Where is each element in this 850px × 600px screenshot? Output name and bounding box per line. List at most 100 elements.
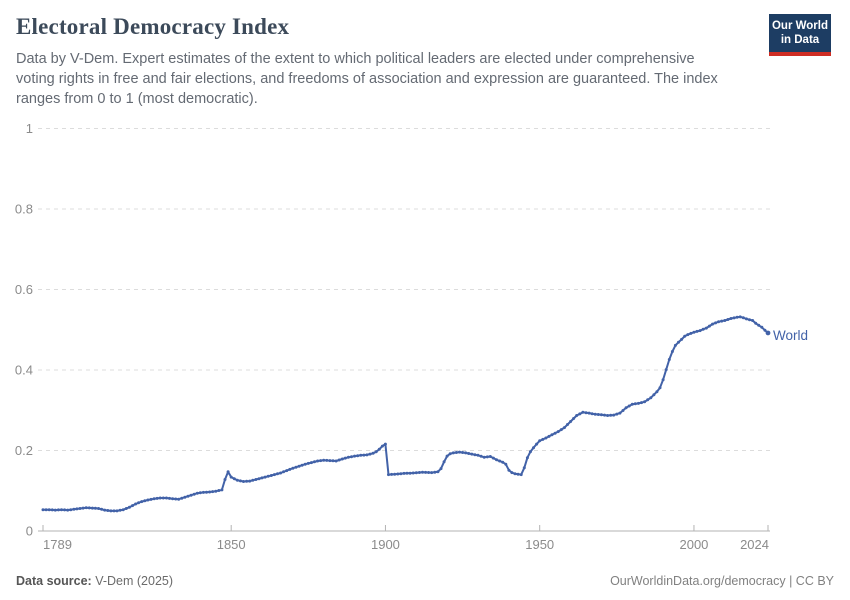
world-end-dot xyxy=(765,330,771,336)
data-point xyxy=(90,506,94,510)
data-point xyxy=(751,319,755,322)
data-point xyxy=(707,324,711,328)
data-point xyxy=(495,458,498,462)
data-point xyxy=(683,334,687,338)
data-point xyxy=(294,465,298,469)
data-point xyxy=(504,462,508,466)
data-point xyxy=(362,453,366,457)
data-point xyxy=(763,328,767,332)
data-point xyxy=(414,471,418,475)
data-point xyxy=(421,470,424,474)
data-point xyxy=(100,507,104,511)
data-point xyxy=(223,478,227,481)
data-point xyxy=(569,420,573,423)
page-title: Electoral Democracy Index xyxy=(16,14,290,39)
data-point xyxy=(47,508,51,512)
data-point xyxy=(248,479,252,483)
data-point xyxy=(550,433,554,437)
data-point xyxy=(282,470,286,474)
data-point xyxy=(180,496,184,500)
data-point xyxy=(316,459,320,463)
footer-credit-link[interactable]: OurWorldinData.org/democracy | CC BY xyxy=(610,574,834,588)
data-point xyxy=(152,497,156,501)
data-point xyxy=(346,455,350,459)
data-point xyxy=(717,320,721,324)
owid-logo[interactable]: Our World in Data xyxy=(769,14,831,56)
data-point xyxy=(306,461,310,465)
data-point xyxy=(544,436,548,440)
data-point xyxy=(633,402,637,406)
data-point xyxy=(334,459,338,463)
data-point xyxy=(643,400,647,404)
data-point xyxy=(103,508,107,512)
data-point xyxy=(473,453,477,457)
data-point xyxy=(609,413,613,417)
data-point xyxy=(667,358,671,361)
data-point xyxy=(214,489,218,493)
data-point xyxy=(69,508,73,512)
data-point xyxy=(183,495,187,499)
data-point xyxy=(516,472,520,476)
data-point xyxy=(714,321,718,325)
data-point xyxy=(519,473,523,477)
data-point xyxy=(232,477,236,481)
data-point xyxy=(698,329,702,333)
data-point xyxy=(760,325,764,329)
data-point xyxy=(501,460,505,464)
data-point xyxy=(137,501,141,505)
data-point xyxy=(322,458,326,462)
data-point xyxy=(584,411,588,415)
data-point xyxy=(575,414,579,417)
data-point xyxy=(566,423,569,426)
data-point xyxy=(695,329,699,333)
data-point xyxy=(192,492,196,496)
x-tick-label: 1850 xyxy=(217,537,246,552)
data-point xyxy=(319,459,323,463)
data-point xyxy=(97,507,100,510)
data-point xyxy=(735,315,739,319)
data-point xyxy=(658,386,662,390)
data-point xyxy=(75,507,79,511)
data-point xyxy=(374,450,378,454)
data-point xyxy=(720,319,724,323)
data-point xyxy=(572,417,576,420)
data-point xyxy=(603,413,606,417)
data-point xyxy=(615,412,619,416)
chart-header: Electoral Democracy Index Data by V-Dem.… xyxy=(16,14,756,109)
data-point xyxy=(532,446,535,450)
data-point xyxy=(257,477,261,481)
data-point xyxy=(387,473,390,477)
data-point xyxy=(377,447,381,451)
data-source-label: Data source: xyxy=(16,574,92,588)
data-point xyxy=(630,402,634,406)
data-point xyxy=(476,453,480,457)
data-point xyxy=(263,475,267,479)
data-point xyxy=(303,462,307,466)
data-point xyxy=(538,439,542,443)
data-point xyxy=(285,469,289,473)
data-point xyxy=(291,466,295,470)
data-point xyxy=(195,491,199,495)
series-label-world[interactable]: World xyxy=(773,328,808,343)
data-point xyxy=(365,453,369,457)
y-tick-label: 0.4 xyxy=(15,363,33,378)
y-tick-label: 0 xyxy=(26,524,33,539)
data-point xyxy=(393,472,397,476)
data-point xyxy=(269,474,273,477)
data-point xyxy=(596,413,600,416)
data-point xyxy=(164,496,168,500)
data-source-note: Data source: V-Dem (2025) xyxy=(16,574,173,588)
data-point xyxy=(507,468,511,472)
data-point xyxy=(578,412,582,416)
data-point xyxy=(417,471,421,474)
data-point xyxy=(87,506,91,510)
data-point xyxy=(93,506,97,510)
data-point xyxy=(131,504,134,508)
data-point xyxy=(226,470,230,474)
data-point xyxy=(118,508,122,512)
data-point xyxy=(211,490,215,494)
data-point xyxy=(84,506,88,510)
data-point xyxy=(467,452,471,455)
data-point xyxy=(454,451,458,454)
data-point xyxy=(251,478,255,482)
